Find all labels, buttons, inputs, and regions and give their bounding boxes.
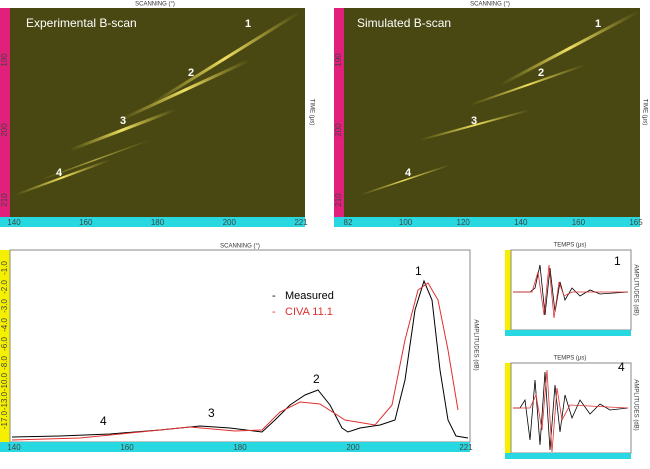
x-tick-label: 160 — [572, 218, 586, 227]
legend-dash: - — [272, 290, 276, 302]
x-tick-label: 140 — [7, 218, 21, 227]
axis-label: SCANNING (°) — [470, 2, 510, 8]
marker: 1 — [614, 254, 621, 268]
y-tick-label: -3.0 — [0, 299, 9, 313]
axis-label: AMPLITUDES (dB) — [472, 319, 478, 370]
bscan-simulated: SCANNING (°) TIME (µs) Simulated B-scan … — [334, 2, 647, 227]
signal-4: TEMPS (µs) AMPLITUDES (dB) 4 — [505, 356, 638, 459]
x-strip — [0, 217, 305, 227]
y-tick-label: -1.0 — [0, 261, 9, 275]
ticks: 82 100 120 140 160 165 190 200 210 1 2 3 4 — [334, 18, 643, 227]
echoes — [14, 10, 302, 196]
y-tick-label: -6.0 — [0, 337, 9, 351]
axis-label: TEMPS (µs) — [554, 356, 587, 362]
y-tick-label: -17.0 — [0, 410, 9, 429]
x-tick-label: 165 — [629, 218, 643, 227]
marker: 2 — [538, 67, 544, 79]
image — [10, 8, 305, 218]
x-tick-label: 160 — [120, 443, 134, 452]
peak-label: 4 — [100, 414, 107, 428]
x-strip — [334, 217, 640, 227]
x-tick-label: 140 — [514, 218, 528, 227]
y-tick-label: -8.0 — [0, 356, 9, 370]
x-tick-label: 180 — [233, 443, 247, 452]
marker: 4 — [56, 167, 63, 179]
echoes — [359, 10, 640, 196]
marker: 3 — [471, 115, 477, 127]
marker: 4 — [618, 360, 625, 374]
legend-entry: CIVA 11.1 — [285, 306, 333, 318]
y-tick-label: 200 — [0, 123, 9, 137]
marker: 4 — [405, 167, 412, 179]
x-tick-label: 221 — [459, 443, 473, 452]
axis-label: SCANNING (°) — [220, 244, 260, 250]
image — [344, 8, 640, 218]
y-tick-label: 190 — [334, 53, 343, 67]
y-tick-label: 210 — [0, 193, 9, 207]
measured-curve — [11, 279, 469, 439]
x-tick-label: 82 — [344, 218, 353, 227]
axis-label: TEMPS (µs) — [554, 243, 587, 249]
x-tick-label: 180 — [151, 218, 165, 227]
ticks: 140 160 180 200 221-17.0-13.0-10.0-8.0-6.0-4… — [0, 261, 473, 453]
peak-label: 1 — [415, 264, 422, 278]
panel-title: Experimental B-scan — [26, 16, 137, 30]
x-tick-label: 120 — [457, 218, 471, 227]
y-tick-label: -13.0 — [0, 391, 9, 410]
y-tick-label: 210 — [334, 193, 343, 207]
x-tick-label: 160 — [79, 218, 93, 227]
signal-1: TEMPS (µs) AMPLITUDES (dB) 1 — [505, 243, 638, 336]
x-tick-label: 100 — [399, 218, 413, 227]
x-tick-label: 200 — [346, 443, 360, 452]
legend-entry: Measured — [285, 290, 334, 302]
x-tick-label: 140 — [7, 443, 21, 452]
legend-dash: - — [272, 306, 276, 318]
axis-label: TIME (µs) — [641, 99, 647, 125]
y-tick-label: -10.0 — [0, 372, 9, 391]
x-tick-label: 221 — [294, 218, 308, 227]
bscan-experimental: SCANNING (°) TIME (µs) Experimental B-sc… — [0, 2, 314, 227]
marker: 2 — [188, 67, 194, 79]
y-tick-label: -4.0 — [0, 318, 9, 332]
axis-label: SCANNING (°) — [135, 2, 175, 8]
y-tick-label: -2.0 — [0, 280, 9, 294]
panel-title: Simulated B-scan — [357, 16, 451, 30]
y-strip — [0, 250, 10, 442]
y-strip — [334, 8, 344, 218]
profile: SCANNING (°) AMPLITUDES (dB) - Measured … — [0, 244, 478, 453]
peak-label: 3 — [208, 406, 215, 420]
civa-curve — [11, 282, 459, 441]
marker: 1 — [595, 18, 601, 30]
x-tick-label: 200 — [223, 218, 237, 227]
marker: 1 — [245, 18, 251, 30]
ticks: 140 160 180 200 221 190 200 210 1 2 3 4 — [0, 18, 308, 227]
y-strip — [0, 8, 10, 218]
axis-label: AMPLITUDES (dB) — [632, 379, 638, 430]
y-tick-label: 190 — [0, 53, 9, 67]
peak-label: 2 — [313, 372, 320, 386]
marker: 3 — [120, 115, 126, 127]
y-tick-label: 200 — [334, 123, 343, 137]
plot-area — [9, 249, 471, 443]
axis-label: TIME (µs) — [308, 99, 314, 125]
axis-label: AMPLITUDES (dB) — [632, 264, 638, 315]
x-strip — [0, 442, 470, 452]
